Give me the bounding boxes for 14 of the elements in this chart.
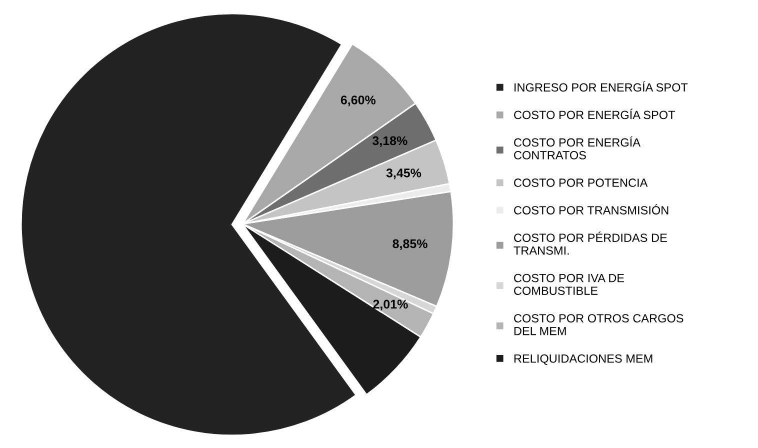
legend-label: COSTO POR POTENCIA: [514, 178, 648, 187]
legend-label: COSTO POR TRANSMISIÓN: [514, 204, 668, 214]
legend-label: RELIQUIDACIONES MEM: [514, 354, 652, 365]
data-label: 8,85%: [392, 239, 428, 250]
legend-label: INGRESO POR ENERGÍA SPOT: [514, 81, 688, 92]
legend-label: COSTO POR IVA DE COMBUSTIBLE: [514, 274, 624, 295]
data-label: 6,60%: [340, 96, 376, 106]
legend-label: COSTO POR ENERGÍA SPOT: [514, 108, 676, 120]
data-label: 2,01%: [373, 300, 408, 310]
data-label: 3,18%: [372, 136, 408, 147]
legend-label: COSTO POR PÉRDIDAS DE TRANSMI.: [514, 232, 667, 255]
legend-label: COSTO POR OTROS CARGOS DEL MEM: [514, 314, 684, 336]
legend-label: COSTO POR ENERGÍA CONTRATOS: [514, 136, 640, 160]
data-label: 3,45%: [386, 168, 422, 180]
